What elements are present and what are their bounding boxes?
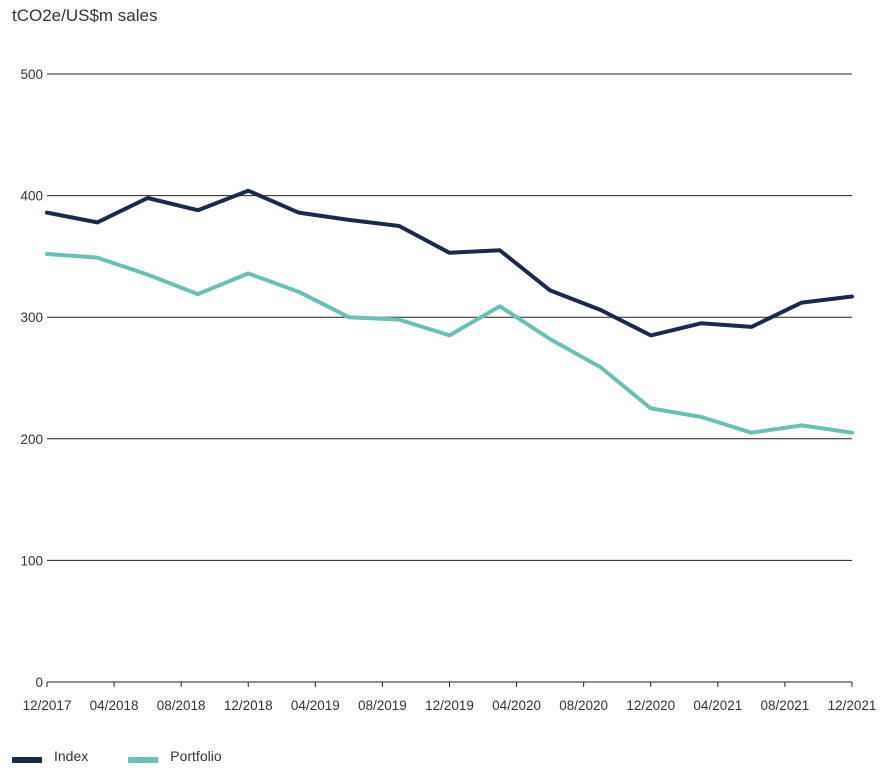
legend-item-index: Index [12,748,88,764]
legend-label-index: Index [54,748,89,764]
y-tick-label: 400 [20,189,43,204]
x-tick-label: 04/2019 [291,698,340,713]
legend-label-portfolio: Portfolio [170,748,222,764]
legend-swatch-portfolio [128,757,159,763]
x-tick-label: 12/2018 [224,698,273,713]
y-tick-label: 500 [20,67,43,82]
x-tick-label: 08/2018 [157,698,206,713]
x-tick-label: 04/2021 [693,698,742,713]
x-tick-label: 12/2021 [828,698,877,713]
series-line-index [45,188,854,338]
x-tick-label: 04/2018 [90,698,139,713]
legend: Index Portfolio [12,748,262,764]
legend-item-portfolio: Portfolio [128,748,222,764]
y-tick-label: 300 [20,310,43,325]
y-tick-label: 200 [20,432,43,447]
x-tick-label: 08/2020 [559,698,608,713]
x-tick-label: 08/2021 [761,698,810,713]
x-tick-label: 12/2019 [425,698,474,713]
series-line-portfolio [45,252,854,435]
x-tick-label: 04/2020 [492,698,541,713]
legend-swatch-index [12,757,42,763]
y-axis-label: tCO2e/US$m sales [12,6,158,25]
x-tick-label: 12/2017 [23,698,72,713]
x-tick-label: 12/2020 [626,698,675,713]
x-tick-label: 08/2019 [358,698,407,713]
y-tick-label: 0 [35,675,43,690]
y-tick-label: 100 [20,553,43,568]
